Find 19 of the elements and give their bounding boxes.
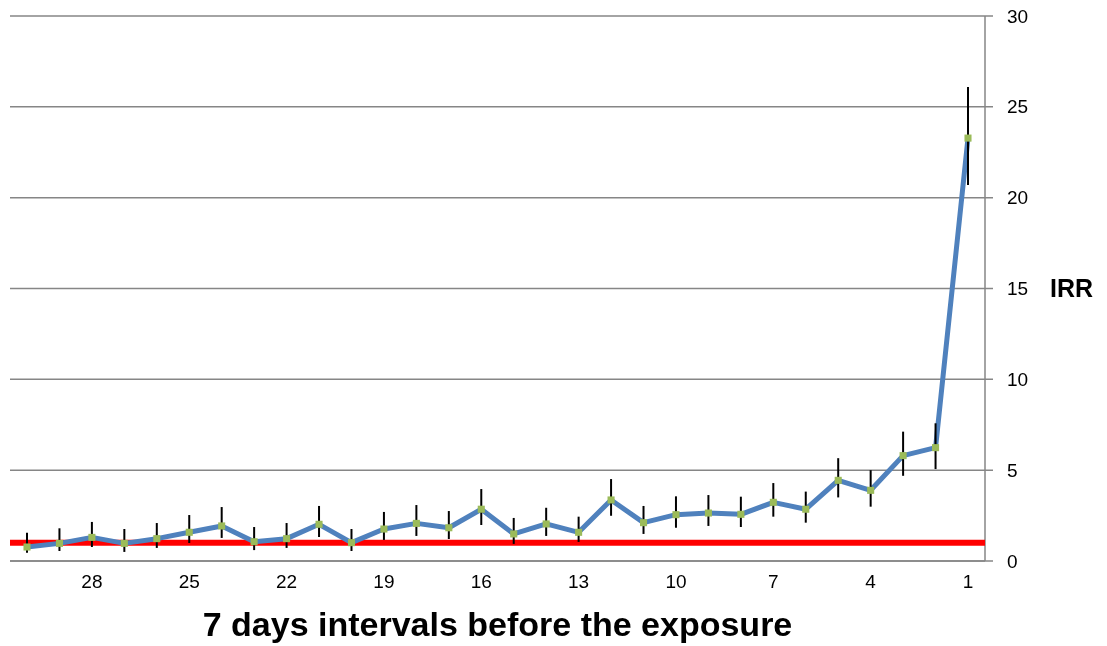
x-tick-label: 16 [470,571,492,592]
x-tick-label: 13 [568,571,590,592]
y-axis-title: IRR [1050,274,1094,303]
y-tick-label: 5 [1007,459,1018,481]
y-tick-label: 30 [1007,5,1029,27]
x-tick-label: 4 [865,571,877,592]
x-tick-label: 28 [81,571,103,592]
y-tick-label: 10 [1007,368,1029,390]
x-tick-label: 1 [962,571,974,592]
y-tick-label: 15 [1007,278,1029,300]
x-tick-label: 25 [178,571,200,592]
x-axis-title: 7 days intervals before the exposure [202,605,793,643]
y-tick-label: 20 [1007,187,1029,209]
y-tick-label: 0 [1007,550,1018,572]
x-tick-label: 19 [373,571,395,592]
x-tick-label: 10 [665,571,687,592]
x-tick-label: 7 [768,571,779,592]
y-tick-label: 25 [1007,96,1029,118]
x-tick-label: 22 [276,571,298,592]
